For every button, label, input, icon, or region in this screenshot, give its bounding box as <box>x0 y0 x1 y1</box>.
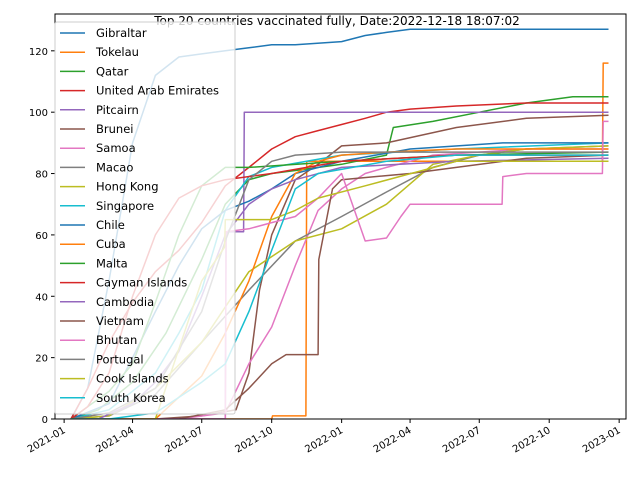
legend-label: Samoa <box>96 141 136 155</box>
y-tick-label: 40 <box>35 292 48 303</box>
x-tick-label: 2022-07 <box>441 425 483 455</box>
x-axis: 2021-01 2021-04 2021-07 2021-10 2022-01 2022-… <box>26 419 623 455</box>
y-axis: 0 20 40 60 80 100 120 <box>29 47 55 426</box>
x-tick-label: 2021-10 <box>233 425 275 455</box>
x-tick-label: 2022-04 <box>372 425 414 455</box>
y-tick-label: 100 <box>29 108 48 119</box>
legend-label: Hong Kong <box>96 180 159 194</box>
legend-label: Portugal <box>96 352 144 366</box>
legend-label: Cambodia <box>96 295 154 309</box>
x-tick-label: 2022-01 <box>303 425 345 455</box>
legend-label: Cuba <box>96 237 126 251</box>
legend-label: Brunei <box>96 122 133 136</box>
chart-title: Top 20 countries vaccinated fully, Date:… <box>153 14 520 28</box>
y-tick-label: 120 <box>29 47 48 58</box>
x-tick-label: 2023-01 <box>581 425 623 455</box>
x-tick-label: 2021-07 <box>164 425 206 455</box>
legend-label: Malta <box>96 256 128 270</box>
legend-label: Macao <box>96 160 133 174</box>
x-tick-label: 2021-04 <box>94 425 136 455</box>
y-tick-label: 60 <box>35 231 48 242</box>
legend-label: Pitcairn <box>96 103 139 117</box>
x-tick-label: 2022-10 <box>511 425 553 455</box>
legend-label: United Arab Emirates <box>96 84 219 98</box>
legend-label: Cook Islands <box>96 372 169 386</box>
legend-label: South Korea <box>96 391 166 405</box>
legend-label: Chile <box>96 218 125 232</box>
legend-label: Qatar <box>96 64 129 78</box>
y-tick-label: 20 <box>35 354 48 365</box>
x-tick-label: 2021-01 <box>26 425 68 455</box>
legend-label: Bhutan <box>96 333 137 347</box>
y-tick-label: 80 <box>35 170 48 181</box>
legend-label: Singapore <box>96 199 154 213</box>
legend-label: Cayman Islands <box>96 276 187 290</box>
legend-label: Vietnam <box>96 314 144 328</box>
legend-label: Gibraltar <box>96 26 147 40</box>
legend: Gibraltar Tokelau Qatar United Arab Emirate… <box>54 21 236 415</box>
legend-label: Tokelau <box>95 45 139 59</box>
legend-box <box>54 21 236 415</box>
y-tick-label: 0 <box>42 415 48 426</box>
